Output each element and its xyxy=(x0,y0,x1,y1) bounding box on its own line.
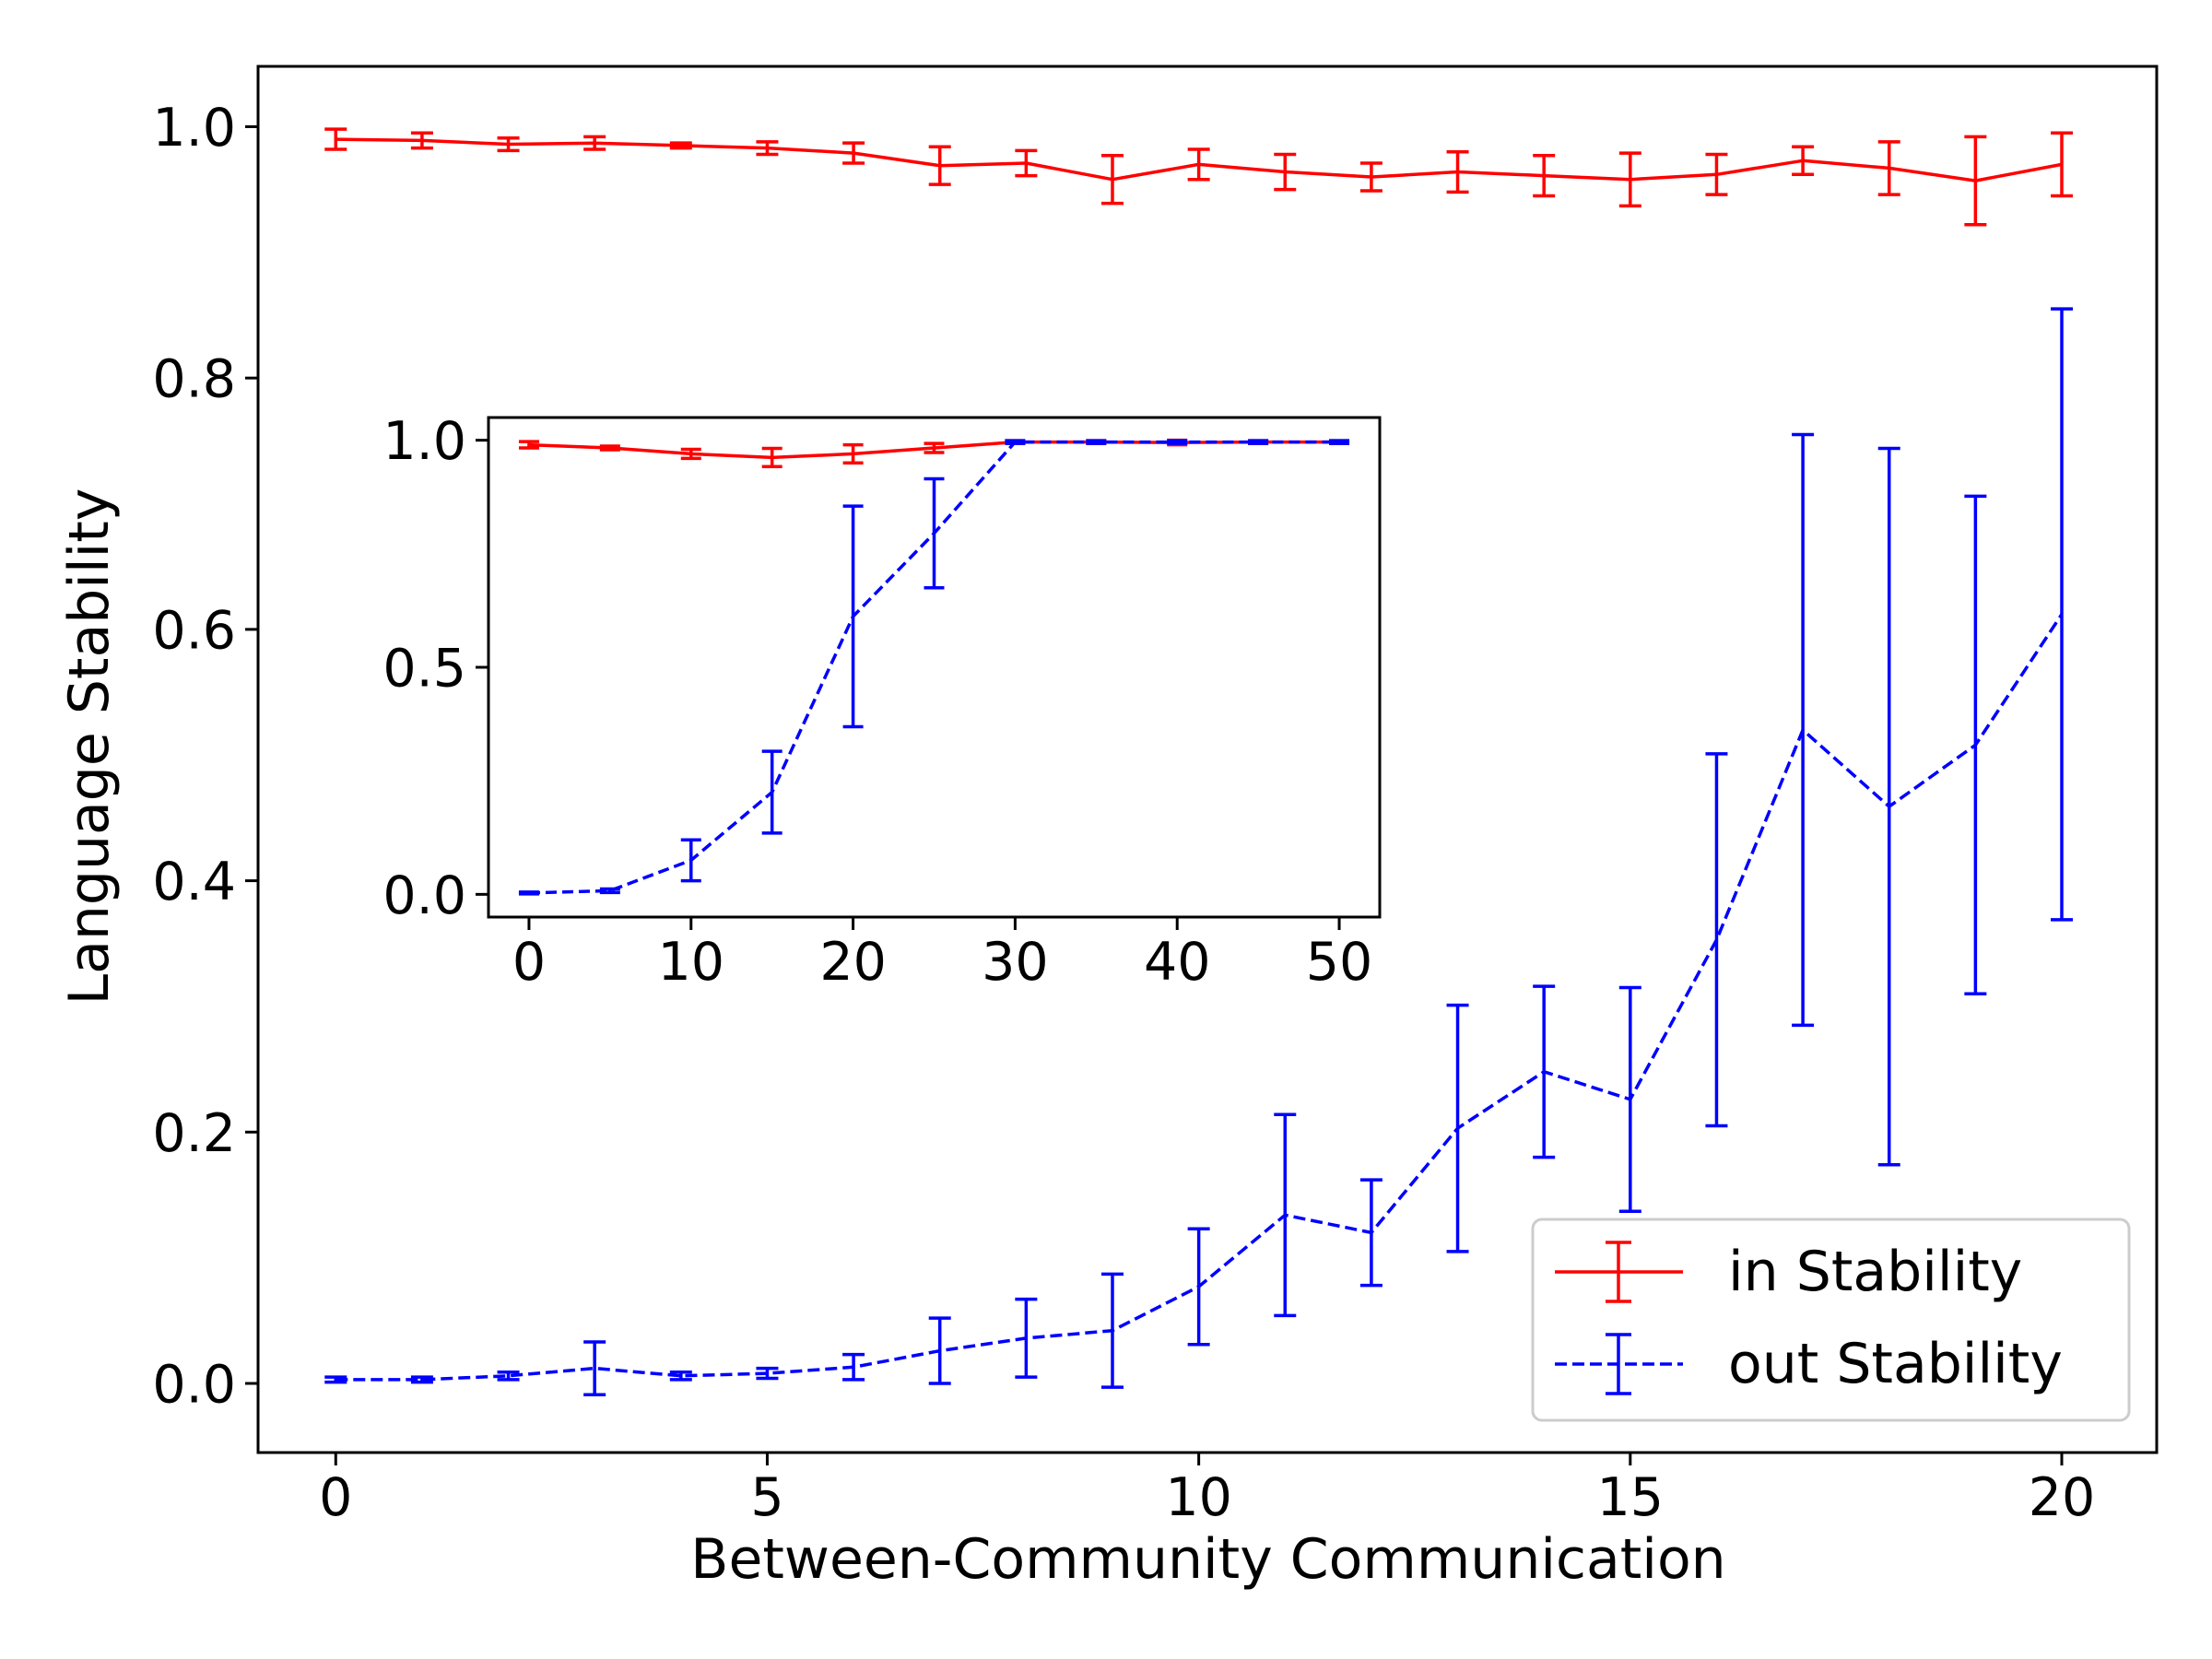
main-error-bar-out-stability xyxy=(1877,446,1900,1167)
inset-error-bar-out-stability xyxy=(1167,439,1188,445)
main-error-bar-in-stability xyxy=(583,135,606,151)
inset-error-bar-in-stability xyxy=(599,444,620,452)
inset-x-axis-ticks: 0 10 20 30 40 50 xyxy=(512,917,1372,993)
main-error-bar-out-stability xyxy=(2051,307,2073,922)
inset-x-tick-label: 10 xyxy=(658,932,725,993)
main-error-bar-in-stability xyxy=(1359,161,1382,193)
main-error-bar-in-stability xyxy=(928,145,951,186)
main-error-bar-out-stability xyxy=(928,1316,951,1385)
main-error-bar-out-stability xyxy=(1187,1227,1210,1347)
legend: in Stability out Stability xyxy=(1531,1218,2131,1422)
main-error-bar-in-stability xyxy=(1877,140,1900,196)
main-error-bar-in-stability xyxy=(497,135,520,153)
legend-box xyxy=(1531,1218,2131,1422)
main-x-tick-label: 20 xyxy=(2029,1467,2096,1528)
inset-y-tick-label: 0.5 xyxy=(382,639,466,700)
inset-error-bar-out-stability xyxy=(680,838,701,883)
main-error-bar-in-stability xyxy=(1274,152,1297,192)
main-error-bar-out-stability xyxy=(669,1370,692,1382)
inset-error-bar-out-stability xyxy=(1005,439,1026,445)
inset-series-layer xyxy=(518,438,1350,896)
main-error-bar-in-stability xyxy=(1015,148,1038,178)
inset-error-bar-in-stability xyxy=(518,440,539,450)
main-x-tick-label: 5 xyxy=(750,1467,783,1528)
main-y-tick-label: 0.2 xyxy=(152,1103,236,1164)
main-error-bar-out-stability xyxy=(410,1375,433,1384)
main-y-tick-label: 0.4 xyxy=(152,852,236,912)
inset-x-tick-label: 20 xyxy=(819,932,887,993)
inset-error-bar-out-stability xyxy=(761,749,782,835)
main-error-bar-out-stability xyxy=(1446,1003,1469,1253)
main-error-bar-out-stability xyxy=(1705,752,1728,1128)
x-axis-label: Between-Community Communication xyxy=(690,1527,1725,1592)
main-error-bar-out-stability xyxy=(756,1366,779,1381)
inset-y-tick-label: 1.0 xyxy=(382,411,466,472)
main-error-bar-in-stability xyxy=(1618,151,1641,208)
main-error-bar-in-stability xyxy=(1705,152,1728,196)
main-series-layer xyxy=(324,127,2073,1397)
main-error-bar-out-stability xyxy=(1618,985,1641,1213)
legend-marker-out-stability xyxy=(1555,1333,1683,1395)
main-y-tick-label: 0.0 xyxy=(152,1355,236,1416)
main-x-axis-ticks: 0 5 10 15 20 xyxy=(319,1453,2095,1528)
inset-error-bar-out-stability xyxy=(842,504,864,729)
inset-x-tick-label: 50 xyxy=(1306,932,1373,993)
main-y-tick-label: 0.8 xyxy=(152,349,236,410)
main-error-bar-out-stability xyxy=(1274,1112,1297,1318)
main-error-bar-out-stability xyxy=(1015,1297,1038,1379)
inset-error-bar-in-stability xyxy=(761,446,782,468)
main-error-bar-in-stability xyxy=(1792,145,1815,177)
main-error-bar-out-stability xyxy=(842,1352,865,1382)
y-axis-label: Language Stability xyxy=(57,488,122,1006)
inset-error-bar-out-stability xyxy=(1086,439,1107,445)
legend-label-out-stability: out Stability xyxy=(1728,1332,2063,1396)
main-error-bar-out-stability xyxy=(497,1370,520,1382)
inset-y-axis-ticks: 0.0 0.5 1.0 xyxy=(382,411,488,926)
inset-error-bar-out-stability xyxy=(1248,439,1269,445)
inset-error-bar-in-stability xyxy=(842,442,864,465)
main-error-bar-in-stability xyxy=(1101,154,1124,206)
legend-marker-in-stability xyxy=(1555,1241,1683,1303)
main-error-bar-in-stability xyxy=(1964,135,1987,227)
legend-label-in-stability: in Stability xyxy=(1728,1240,2022,1304)
main-error-bar-out-stability xyxy=(1964,494,1987,996)
main-error-bar-out-stability xyxy=(324,1375,347,1384)
main-error-bar-in-stability xyxy=(669,141,692,150)
main-y-axis-ticks: 0.0 0.2 0.4 0.6 0.8 1.0 xyxy=(152,98,258,1416)
main-error-bar-in-stability xyxy=(1187,147,1210,182)
main-error-bar-in-stability xyxy=(1446,149,1469,194)
inset-x-tick-label: 30 xyxy=(982,932,1049,993)
main-error-bar-in-stability xyxy=(324,127,347,151)
inset-error-bar-out-stability xyxy=(599,887,620,895)
main-error-bar-out-stability xyxy=(1359,1178,1382,1288)
main-y-tick-label: 1.0 xyxy=(152,98,236,159)
inset-error-bar-out-stability xyxy=(924,477,945,590)
main-error-bar-out-stability xyxy=(1533,984,1556,1159)
main-error-bar-out-stability xyxy=(1792,432,1815,1028)
main-y-tick-label: 0.6 xyxy=(152,600,236,661)
main-x-tick-label: 0 xyxy=(319,1467,352,1528)
inset-error-bar-out-stability xyxy=(518,890,539,896)
inset-error-bar-out-stability xyxy=(1329,439,1350,445)
main-error-bar-in-stability xyxy=(1533,154,1556,198)
main-error-bar-in-stability xyxy=(410,131,433,150)
inset-x-tick-label: 0 xyxy=(512,932,546,993)
main-error-bar-out-stability xyxy=(583,1340,606,1397)
main-error-bar-in-stability xyxy=(842,141,865,165)
inset-error-bar-in-stability xyxy=(924,441,945,454)
inset-x-tick-label: 40 xyxy=(1144,932,1211,993)
inset-error-bar-in-stability xyxy=(680,447,701,461)
main-x-tick-label: 15 xyxy=(1597,1467,1665,1528)
main-x-tick-label: 10 xyxy=(1165,1467,1232,1528)
inset-y-tick-label: 0.0 xyxy=(382,865,466,926)
main-error-bar-in-stability xyxy=(2051,131,2073,198)
main-error-bar-in-stability xyxy=(756,140,779,157)
main-error-bar-out-stability xyxy=(1101,1272,1124,1389)
